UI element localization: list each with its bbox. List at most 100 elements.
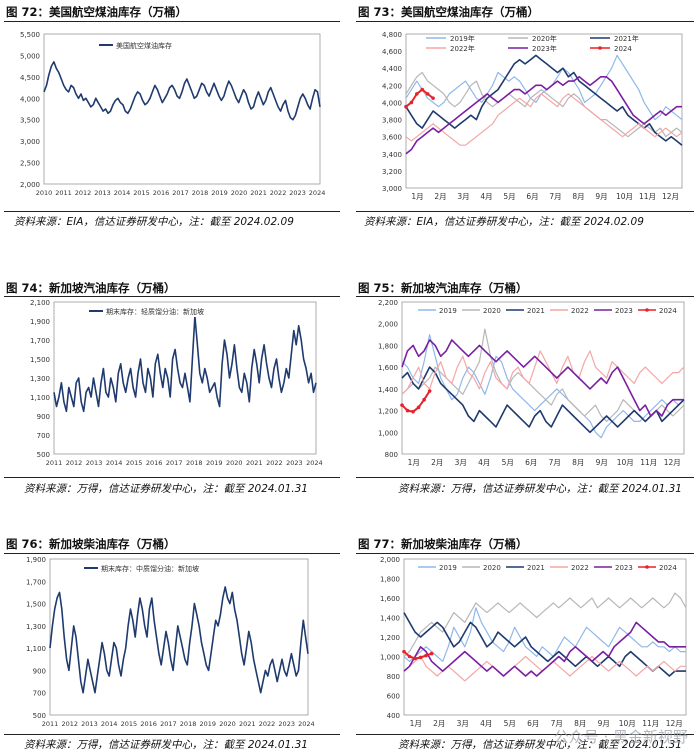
- y-tick-label: 1,300: [26, 623, 46, 631]
- y-tick-label: 1,900: [30, 318, 50, 326]
- series-point-2024: [405, 408, 410, 413]
- x-tick-label: 6月: [527, 719, 539, 728]
- series-point-2024: [413, 656, 417, 661]
- x-tick-label: 3月: [457, 192, 469, 201]
- y-tick-label: 400: [387, 712, 400, 720]
- legend-label: 2023: [615, 564, 633, 572]
- x-tick-label: 1月: [410, 719, 422, 728]
- x-tick-label: 2010: [36, 189, 53, 197]
- fig72-source-rule: [4, 211, 340, 212]
- x-tick-label: 2017: [166, 459, 183, 467]
- series-line-2021年: [405, 54, 683, 146]
- x-tick-label: 4月: [480, 192, 492, 201]
- fig75-source: 资料来源：万得，信达证券研发中心，注：截至 2024.01.31: [398, 483, 682, 495]
- x-tick-label: 9月: [596, 458, 608, 467]
- x-tick-label: 2月: [431, 458, 443, 467]
- x-tick-label: 2013: [86, 459, 103, 467]
- fig76-title: 图 76：新加坡柴油库存（万桶）: [6, 537, 176, 551]
- series-line-期末库存：中质馏分油：新加坡: [49, 586, 309, 694]
- fig77-title: 图 77：新加坡柴油库存（万桶）: [358, 537, 528, 551]
- series-point-2024: [404, 104, 408, 109]
- x-tick-label: 2014: [114, 189, 131, 197]
- y-tick-label: 2,200: [378, 299, 398, 307]
- series-point-2024: [415, 92, 419, 96]
- x-tick-label: 2024: [306, 459, 323, 467]
- legend-label: 2020: [483, 564, 501, 572]
- x-tick-label: 3月: [455, 458, 467, 467]
- y-tick-label: 1,700: [30, 337, 50, 345]
- y-tick-label: 600: [387, 693, 400, 701]
- x-tick-label: 2014: [101, 720, 118, 728]
- plot-frame: [49, 558, 309, 716]
- series-point-2024: [422, 397, 426, 402]
- plot-frame: [43, 33, 321, 185]
- y-tick-label: 900: [33, 667, 46, 675]
- x-tick-label: 2023: [278, 720, 295, 728]
- fig76-title-rule: [4, 553, 340, 554]
- x-tick-label: 2021: [246, 459, 263, 467]
- y-tick-label: 1,400: [378, 386, 398, 394]
- x-tick-label: 2017: [172, 189, 189, 197]
- series-line-2020: [403, 592, 687, 657]
- x-tick-label: 4月: [480, 719, 492, 728]
- x-tick-label: 2021: [239, 720, 256, 728]
- series-point-2024: [431, 96, 435, 100]
- series-line-2021: [403, 612, 686, 677]
- x-tick-label: 2015: [121, 720, 138, 728]
- legend-marker: [645, 308, 649, 312]
- legend-label: 期末库存：中质馏分油：新加坡: [101, 564, 199, 573]
- y-tick-label: 2,100: [30, 299, 50, 307]
- y-tick-label: 1,000: [378, 429, 398, 437]
- x-tick-label: 2016: [140, 720, 157, 728]
- y-tick-label: 1,500: [30, 356, 50, 364]
- x-tick-label: 4月: [478, 458, 490, 467]
- x-tick-label: 10月: [616, 192, 633, 201]
- fig75-title: 图 75：新加坡汽油库存（万桶）: [358, 281, 528, 295]
- x-tick-label: 2016: [153, 189, 170, 197]
- x-tick-label: 2015: [133, 189, 150, 197]
- y-tick-label: 2,000: [380, 556, 400, 564]
- x-tick-label: 2012: [66, 459, 83, 467]
- fig73-source-rule: [356, 211, 694, 212]
- fig74-source-rule: [4, 477, 340, 478]
- y-tick-label: 4,500: [20, 74, 40, 82]
- y-tick-label: 1,800: [380, 576, 400, 584]
- x-tick-label: 2021: [250, 189, 267, 197]
- fig73-title: 图 73：美国航空煤油库存（万桶）: [358, 5, 540, 19]
- series-point-2024: [409, 100, 414, 105]
- x-tick-label: 2018: [186, 459, 203, 467]
- plot-frame: [403, 558, 687, 716]
- x-tick-label: 2013: [81, 720, 98, 728]
- x-tick-label: 2024: [298, 720, 315, 728]
- series-point-2024: [424, 653, 428, 658]
- legend-label: 2020: [483, 307, 501, 315]
- legend-label: 2021年: [614, 34, 639, 43]
- x-tick-label: 2022: [270, 189, 287, 197]
- fig74-title: 图 74：新加坡汽油库存（万桶）: [6, 281, 176, 295]
- y-tick-label: 1,100: [30, 394, 50, 402]
- x-tick-label: 2020: [231, 189, 248, 197]
- x-tick-label: 12月: [664, 458, 681, 467]
- x-tick-label: 2019: [200, 720, 217, 728]
- x-tick-label: 9月: [598, 719, 610, 728]
- fig73-title-rule: [356, 21, 694, 22]
- x-tick-label: 2011: [42, 720, 59, 728]
- x-tick-label: 12月: [662, 192, 679, 201]
- y-tick-label: 1,000: [380, 654, 400, 662]
- y-tick-label: 1,500: [26, 601, 46, 609]
- legend-marker: [598, 46, 602, 50]
- y-tick-label: 1,200: [380, 634, 400, 642]
- y-tick-label: 1,600: [378, 364, 398, 372]
- legend-label: 2021: [527, 564, 545, 572]
- legend-box: [80, 562, 250, 574]
- y-tick-label: 2,000: [20, 181, 40, 189]
- series-line-2023: [403, 621, 686, 677]
- y-tick-label: 3,600: [382, 134, 402, 142]
- series-point-2024: [427, 389, 432, 393]
- y-tick-label: 4,600: [382, 48, 402, 56]
- y-tick-label: 500: [33, 712, 46, 720]
- fig72-title: 图 72：美国航空煤油库存（万桶）: [6, 5, 188, 19]
- fig74-chart: 500 700 900 1,100 1,300 1,500 1,700 1,900 2,100 2…: [30, 299, 323, 467]
- series-point-2024: [420, 87, 425, 92]
- x-tick-label: 5月: [504, 719, 516, 728]
